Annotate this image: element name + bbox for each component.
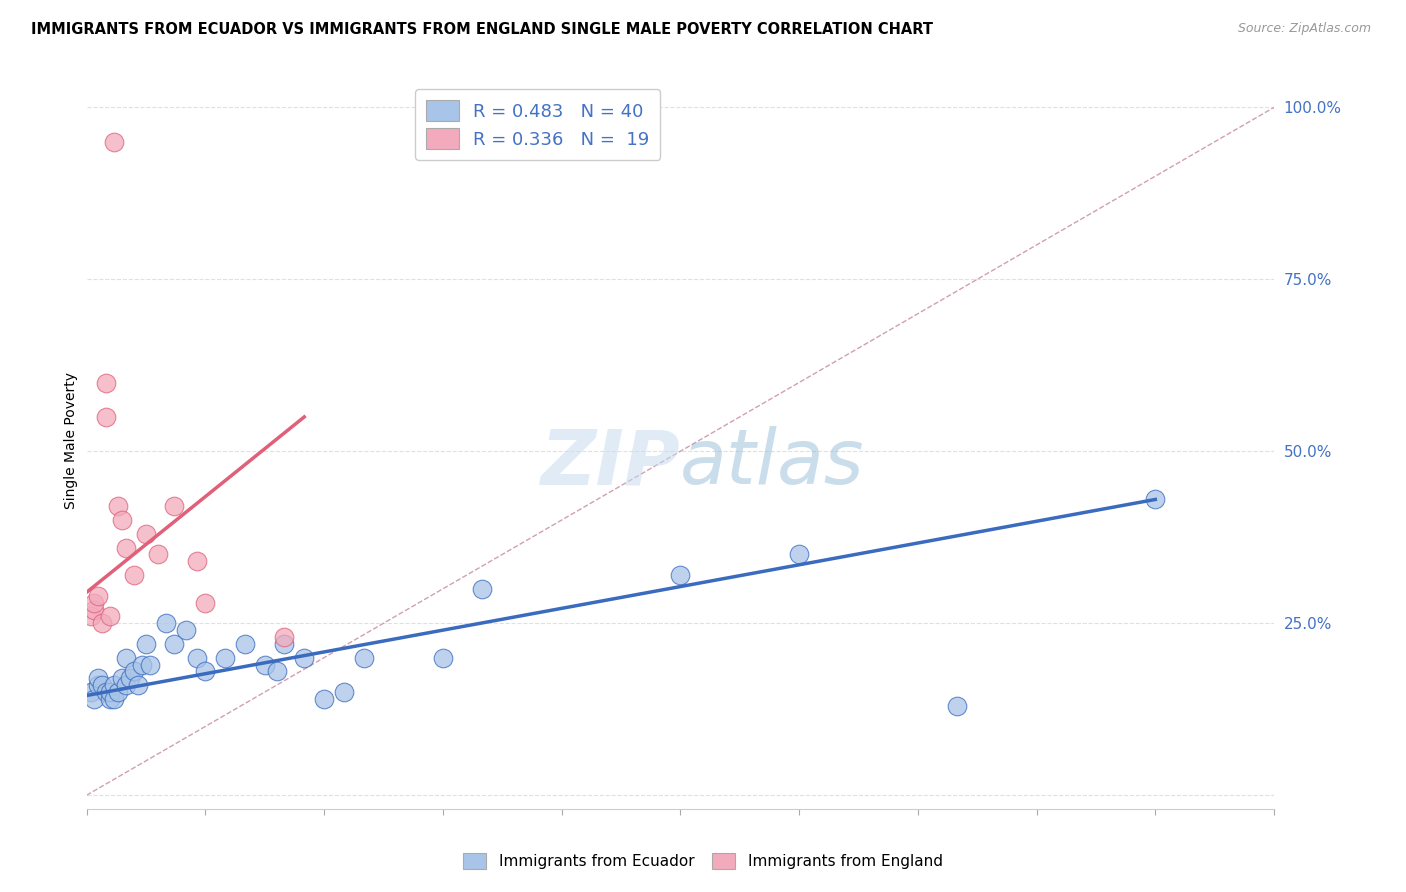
Point (91, 678, 114, 692)
Point (91, 616, 114, 631)
Point (115, 678, 138, 692)
Point (87, 678, 110, 692)
Point (471, 582, 494, 596)
Point (292, 650, 315, 665)
Point (155, 616, 177, 631)
Point (273, 637, 295, 651)
Point (103, 135, 125, 149)
Point (107, 500, 129, 514)
Legend: Immigrants from Ecuador, Immigrants from England: Immigrants from Ecuador, Immigrants from… (457, 847, 949, 875)
Point (273, 630, 295, 644)
Point (115, 541, 138, 555)
Point (120, 671, 142, 685)
Point (432, 650, 454, 665)
Y-axis label: Single Male Poverty: Single Male Poverty (65, 373, 79, 509)
Point (96, 376, 118, 390)
Point (79, 609, 101, 624)
Point (111, 671, 134, 685)
Point (131, 657, 153, 672)
Point (353, 650, 375, 665)
Point (1144, 492, 1167, 507)
Point (127, 678, 149, 692)
Point (83, 602, 105, 616)
Point (98, 609, 121, 624)
Text: IMMIGRANTS FROM ECUADOR VS IMMIGRANTS FROM ENGLAND SINGLE MALE POVERTY CORRELATI: IMMIGRANTS FROM ECUADOR VS IMMIGRANTS FR… (31, 22, 934, 37)
Point (98, 692, 121, 706)
Point (139, 657, 162, 672)
Point (122, 568, 145, 582)
Point (87, 589, 110, 603)
Point (162, 500, 184, 514)
Point (253, 657, 276, 672)
Point (194, 665, 217, 679)
Point (103, 678, 125, 692)
Point (186, 554, 208, 568)
Point (107, 685, 129, 699)
Point (111, 513, 134, 527)
Point (122, 665, 145, 679)
Point (312, 692, 335, 706)
Point (96, 409, 118, 424)
Point (135, 637, 157, 651)
Point (79, 685, 101, 699)
Point (174, 623, 197, 637)
Point (669, 568, 692, 582)
Point (98, 685, 121, 699)
Point (96, 685, 118, 699)
Point (83, 692, 105, 706)
Point (194, 596, 217, 610)
Point (266, 665, 288, 679)
Text: ZIP: ZIP (540, 426, 681, 500)
Point (787, 548, 810, 562)
Point (186, 650, 208, 665)
Point (115, 650, 138, 665)
Point (135, 526, 157, 541)
Text: atlas: atlas (681, 426, 865, 500)
Point (162, 637, 184, 651)
Point (214, 650, 236, 665)
Point (233, 637, 256, 651)
Point (333, 685, 356, 699)
Point (83, 596, 105, 610)
Point (87, 671, 110, 685)
Point (146, 548, 169, 562)
Point (103, 692, 125, 706)
Text: Source: ZipAtlas.com: Source: ZipAtlas.com (1237, 22, 1371, 36)
Legend: R = 0.483   N = 40, R = 0.336   N =  19: R = 0.483 N = 40, R = 0.336 N = 19 (415, 89, 661, 160)
Point (946, 698, 969, 713)
